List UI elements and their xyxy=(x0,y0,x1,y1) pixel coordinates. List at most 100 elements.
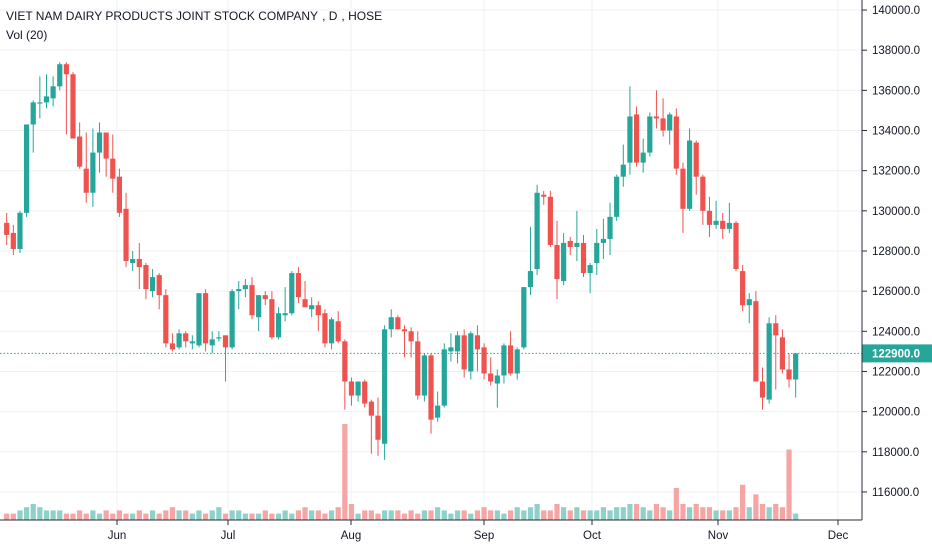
candle-body xyxy=(282,313,288,316)
volume-bar xyxy=(309,510,315,520)
candle-body xyxy=(607,216,613,239)
candle-body xyxy=(382,329,388,444)
volume-bar xyxy=(660,507,666,520)
candle-body xyxy=(130,259,136,264)
volume-bar xyxy=(342,424,348,520)
symbol-name: VIET NAM DAIRY PRODUCTS JOINT STOCK COMP… xyxy=(6,9,319,23)
volume-bar xyxy=(322,513,328,520)
volume-bar xyxy=(348,504,355,520)
volume-bar xyxy=(236,510,242,520)
candle-body xyxy=(700,176,706,211)
volume-bar xyxy=(103,510,109,520)
candle-body xyxy=(647,116,653,153)
volume-bar xyxy=(256,513,262,520)
candle-body xyxy=(580,242,587,274)
volume-bar xyxy=(242,513,248,520)
candle-body xyxy=(156,275,162,296)
x-tick-label: Jun xyxy=(108,530,127,542)
volume-bar xyxy=(110,513,116,520)
candle-body xyxy=(614,176,620,217)
candle-body xyxy=(547,196,553,245)
y-tick-label: 138000.0 xyxy=(872,45,920,57)
candle-body xyxy=(176,333,182,348)
volume-bar xyxy=(793,513,799,520)
candle-body xyxy=(494,375,500,384)
volume-bar xyxy=(50,510,56,520)
volume-bar xyxy=(421,510,427,520)
candle-body xyxy=(401,329,408,332)
y-tick-label: 134000.0 xyxy=(872,126,920,138)
candle-body xyxy=(660,118,666,131)
volume-bar xyxy=(302,507,308,520)
volume-bar xyxy=(653,504,660,520)
candle-body xyxy=(686,140,693,209)
volume-bar xyxy=(249,513,255,520)
candle-body xyxy=(766,323,772,400)
candle-body xyxy=(355,381,361,396)
candle-body xyxy=(37,102,43,104)
volume-bar xyxy=(474,510,481,520)
volume-bar xyxy=(541,510,547,520)
volume-bar xyxy=(183,510,189,520)
candle-body xyxy=(673,116,679,169)
volume-bar xyxy=(17,510,23,520)
volume-bar xyxy=(229,510,235,520)
candle-body xyxy=(222,335,229,348)
candle-body xyxy=(561,242,567,282)
volume-bar xyxy=(196,510,202,520)
volume-bar xyxy=(680,504,686,520)
volume-bar xyxy=(521,510,527,520)
volume-bar xyxy=(468,513,474,520)
candle-body xyxy=(587,265,593,274)
candle-body xyxy=(653,116,660,119)
candle-body xyxy=(600,238,606,243)
volume-bar xyxy=(627,504,633,520)
candle-body xyxy=(368,401,374,416)
candle-body xyxy=(96,132,103,153)
volume-bar xyxy=(481,507,487,520)
volume-bar xyxy=(706,507,713,520)
candle-body xyxy=(567,240,573,247)
volume-bar xyxy=(415,513,421,520)
volume-bar xyxy=(43,510,50,520)
volume-bar xyxy=(282,510,288,520)
volume-bar xyxy=(507,510,514,520)
candle-body xyxy=(322,313,328,344)
x-tick-label: Oct xyxy=(583,530,602,542)
volume-bar xyxy=(23,507,30,520)
volume-bars xyxy=(4,424,799,520)
candle-body xyxy=(554,244,560,280)
candle-body xyxy=(362,381,368,404)
volume-indicator-label[interactable]: Vol (20) xyxy=(6,28,48,42)
candle-body xyxy=(57,64,63,87)
candle-body xyxy=(203,293,209,344)
last-price-label: 122900.0 xyxy=(872,348,920,360)
volume-bar xyxy=(759,504,766,520)
candle-body xyxy=(43,96,50,103)
volume-bar xyxy=(647,510,653,520)
candle-body xyxy=(461,335,467,370)
candle-body xyxy=(236,289,242,292)
y-tick-label: 116000.0 xyxy=(872,487,919,499)
volume-bar xyxy=(368,510,374,520)
volume-bar xyxy=(289,513,295,520)
candle-body xyxy=(474,335,481,350)
volume-bar xyxy=(753,494,759,520)
x-tick-label: Nov xyxy=(708,530,729,542)
volume-bar xyxy=(222,513,229,520)
candle-body xyxy=(773,323,779,336)
candle-body xyxy=(136,259,142,268)
candle-body xyxy=(468,333,474,372)
y-tick-label: 120000.0 xyxy=(872,407,920,419)
candle-body xyxy=(289,273,295,314)
volume-bar xyxy=(116,510,123,520)
candle-body xyxy=(90,152,96,193)
volume-bar xyxy=(501,513,507,520)
volume-bar xyxy=(30,504,36,520)
symbol-title: VIET NAM DAIRY PRODUCTS JOINT STOCK COMP… xyxy=(6,9,383,23)
candle-body xyxy=(640,152,646,163)
volume-bar xyxy=(766,507,772,520)
candle-body xyxy=(527,271,534,288)
volume-bar xyxy=(149,510,156,520)
